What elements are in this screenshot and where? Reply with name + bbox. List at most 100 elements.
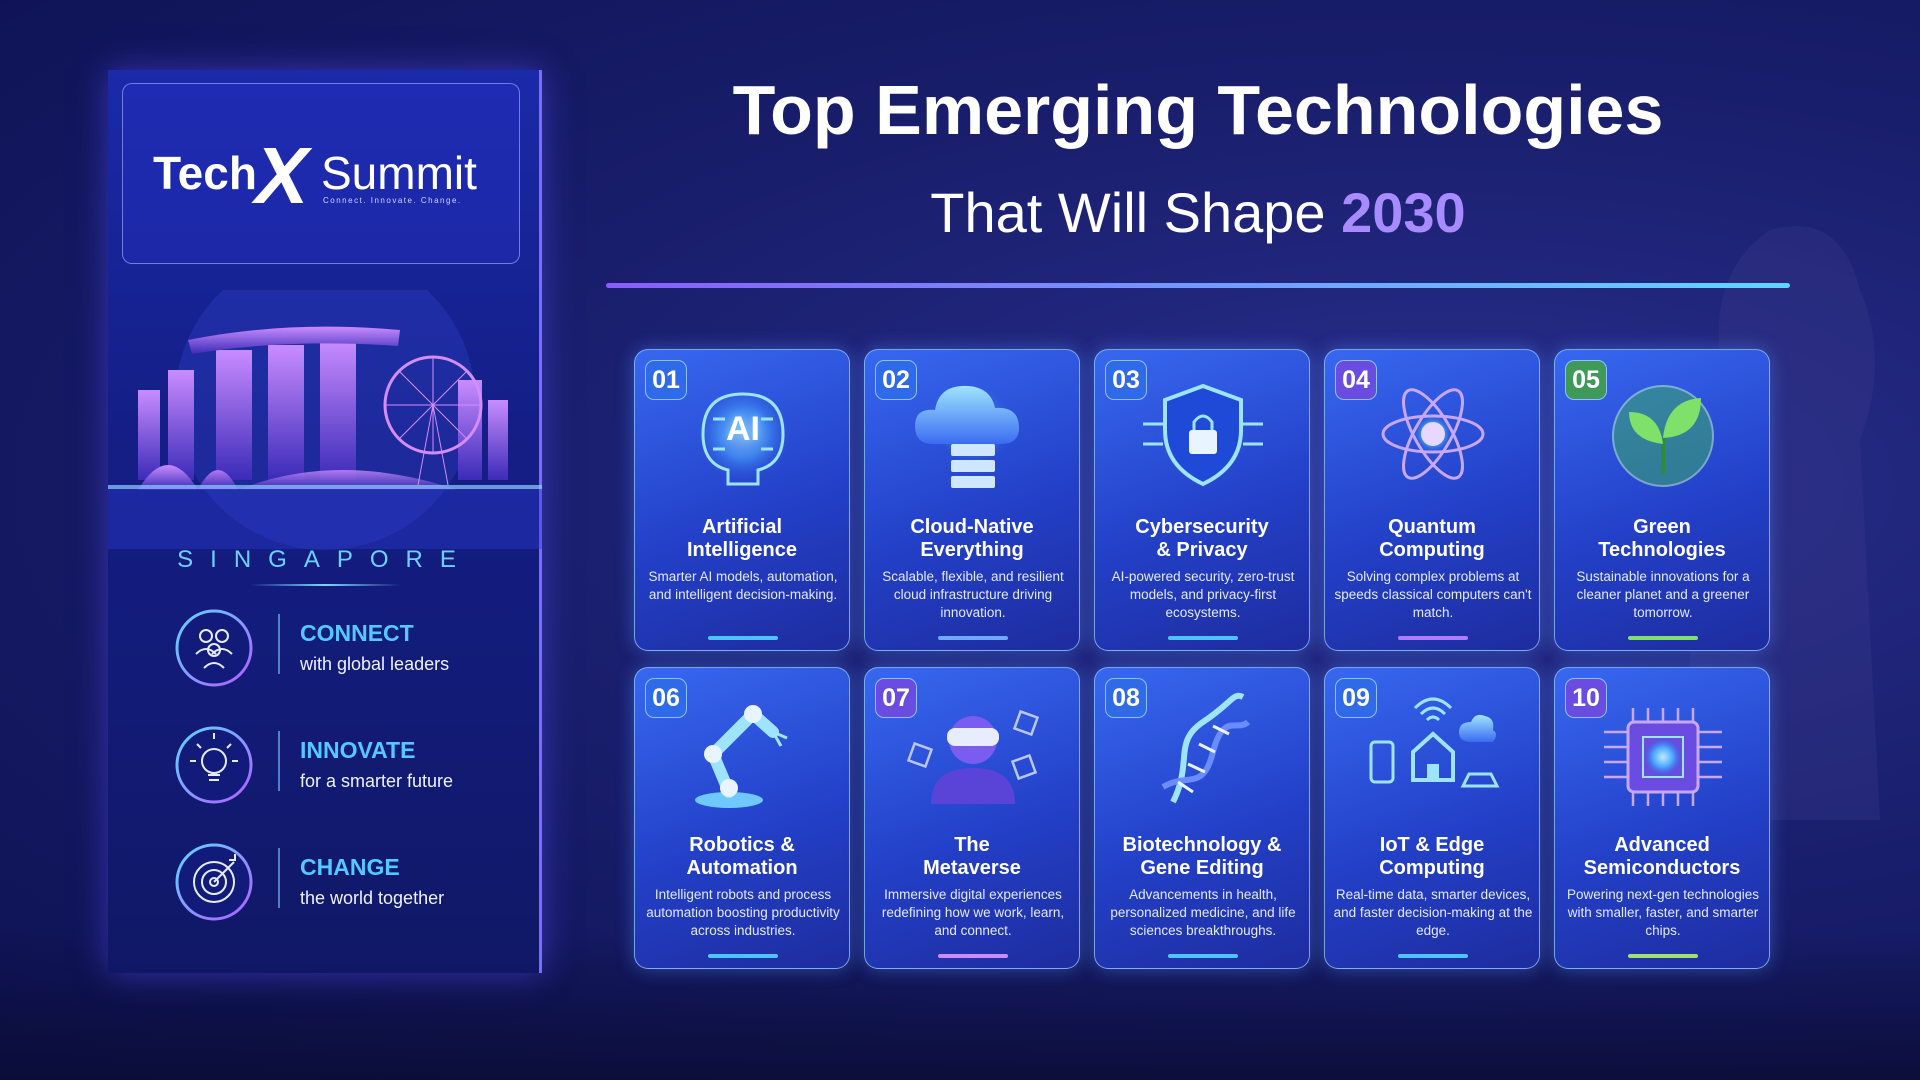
card-icon [695,386,791,486]
pillar-title: INNOVATE [300,737,416,763]
card-number: 09 [1335,678,1377,718]
card-accent-bar [938,954,1008,958]
icon-part [1177,780,1194,794]
location: SINGAPORE [177,546,473,573]
card-title: Cybersecurity [1135,516,1269,538]
card-title: Green [1633,516,1691,538]
icon-part [195,648,233,669]
pillar-text: for a smarter future [300,771,454,791]
icon-part [1381,388,1485,480]
pillar-separator [278,848,280,908]
card-title: IoT & Edge [1379,834,1485,856]
icon-part [1143,422,1263,446]
tech-card: 03 Cybersecurity & Privacy AI-powered secur… [1094,349,1310,651]
pillar-title: CHANGE [300,854,400,880]
icon-part [704,705,762,797]
card-description: Scalable, flexible, and resilient cloud … [882,569,1064,620]
tech-card: 07 The Metaverse Immersive digital experien… [864,667,1080,969]
icon-part [195,629,233,669]
brand-right: Summit [321,147,477,199]
card-icon [1604,708,1722,806]
icon-part [906,709,1040,781]
pillar-separator [278,614,280,674]
subtitle: That Will Shape 2030 [606,180,1790,245]
icon-part [1381,414,1485,454]
icon-label: AI [726,410,760,448]
card-title: Semiconductors [1583,857,1741,879]
icon-part [1212,724,1230,736]
tech-card: 05 Green Technologies Sustainable innovatio… [1554,349,1770,651]
card-title: Advanced [1614,834,1710,856]
icon-part [1177,724,1230,794]
card-accent-bar [1628,636,1698,640]
icon-part [1642,736,1684,778]
card-accent-bar [938,636,1008,640]
tech-card: 02 Cloud-Native Everything Scalable, flexib… [864,349,1080,651]
card-accent-bar [1168,954,1238,958]
pillar-separator [278,731,280,791]
icon-part [1629,398,1701,444]
icon-part [201,748,227,774]
icon-part [931,768,1015,804]
card-title: Computing [1379,857,1485,879]
card-description: Sustainable innovations for a cleaner pl… [1576,569,1750,620]
icon-part [1460,772,1500,788]
card-description: AI-powered security, zero-trust models, … [1111,569,1295,620]
icon-part [1421,422,1445,446]
icon-part [1170,692,1245,804]
icon-part [1604,708,1722,806]
icon-part [951,444,995,456]
icon-part [1402,388,1464,480]
card-title: Automation [686,857,798,879]
pillar-icon [175,843,253,921]
icon-part [190,733,238,781]
card-icon [915,384,1019,488]
icon-part [1198,742,1216,754]
card-icon [906,709,1040,804]
card-accent-bar [708,636,778,640]
card-accent-bar [1398,636,1468,640]
card-title: Intelligence [686,539,798,561]
icon-part [1413,697,1453,722]
icon-part [744,705,762,723]
card-title: Technologies [1598,539,1726,561]
subtitle-text: That Will Shape [930,181,1326,244]
icon-part [1427,764,1439,780]
subtitle-year: 2030 [1341,181,1466,244]
icon-part [1161,719,1251,790]
card-title: & Privacy [1156,539,1248,561]
icon-part [1189,430,1217,454]
divider [250,584,400,586]
tech-card: 10 Advanced Semiconductors Powering next-ge… [1554,667,1770,969]
card-icon [695,705,788,808]
icon-part [704,745,722,763]
card-title: Everything [920,539,1024,561]
card-number: 07 [875,678,917,718]
tech-card: 08 Biotechnology & Gene Editing Advancement… [1094,667,1310,969]
card-description: Advancements in health, personalized med… [1110,887,1296,938]
icon-part [190,733,238,781]
card-description: Immersive digital experiences redefining… [881,887,1065,938]
icon-part [695,386,791,482]
card-description: Real-time data, smarter devices, and fas… [1333,887,1533,938]
icon-part [209,877,219,887]
icon-part [1369,740,1395,784]
tech-card: 09 IoT & Edge Computing Real-time data, sma… [1324,667,1540,969]
card-number: 02 [875,360,917,400]
title-rule [606,283,1790,288]
icon-part [175,609,253,687]
logo-box: Tech X Summit Connect. Innovate. Change. [122,83,520,264]
card-icon [1381,388,1485,480]
icon-part [951,444,995,488]
pillar-title: CONNECT [300,620,414,646]
icon-part [1192,414,1214,430]
card-title: Biotechnology & [1122,834,1282,856]
card-number: 04 [1335,360,1377,400]
icon-part [199,629,213,643]
card-title: Artificial [701,516,783,538]
icon-part [1012,709,1040,737]
icon-part [771,730,788,747]
icon-part [213,854,236,883]
tech-card: 04 Quantum Computing Solving complex proble… [1324,349,1540,651]
